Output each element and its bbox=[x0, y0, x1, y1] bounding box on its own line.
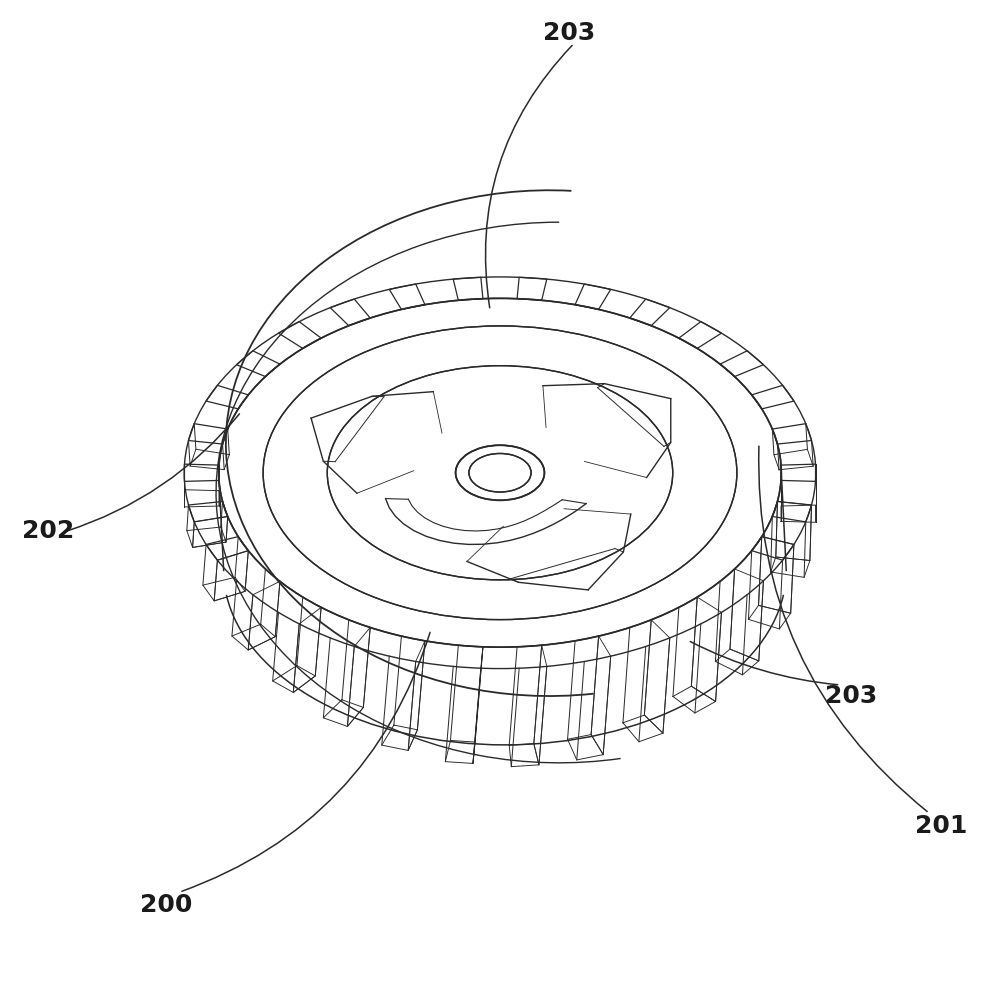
Text: 203: 203 bbox=[543, 21, 595, 44]
Text: 201: 201 bbox=[915, 813, 967, 837]
Text: 203: 203 bbox=[825, 683, 877, 707]
Text: 200: 200 bbox=[140, 892, 193, 916]
Text: 202: 202 bbox=[22, 519, 74, 542]
